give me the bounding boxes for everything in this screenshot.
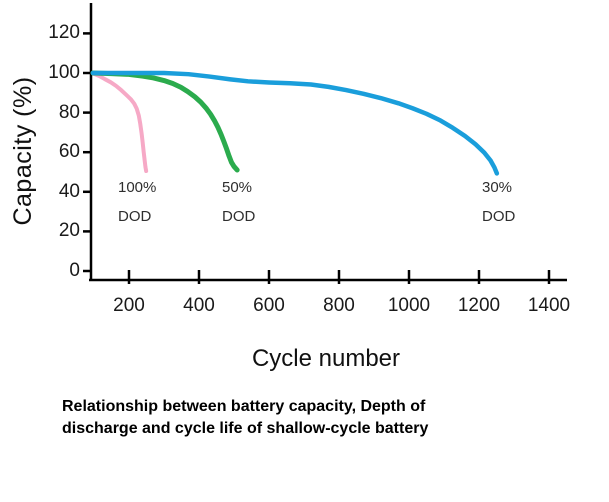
x-tick-label: 1000 [387,295,431,316]
y-tick-label: 20 [58,220,80,242]
curve-100-dod [90,71,149,174]
y-tick-label: 40 [58,180,80,202]
y-tick-label: 60 [58,141,80,163]
x-tick-label: 600 [253,295,285,316]
y-tick-label: 80 [58,101,80,123]
y-tick-label: 100 [48,62,80,83]
curve-30-dod [90,70,500,176]
annotation-line: DOD [482,208,516,225]
x-tick-label: 800 [323,295,355,316]
x-tick-label: 400 [183,295,215,316]
caption-line-1: Relationship between battery capacity, D… [62,398,426,415]
y-tick-label: 120 [48,22,80,44]
annotation-line: 100% [118,179,157,196]
annotation-line: DOD [222,208,256,225]
annotation-line: 50% [222,179,253,196]
x-tick-label: 200 [113,295,145,316]
annotation-line: DOD [118,208,152,225]
x-tick-label: 1400 [527,295,571,316]
y-axis-title: Capacity (%) [9,76,37,226]
annotation-100-dod: 100% DOD [118,180,156,224]
caption-line-2: discharge and cycle life of shallow-cycl… [62,420,429,437]
annotation-line: 30% [482,179,513,196]
curve-50-dod [90,70,240,173]
x-axis-title: Cycle number [251,345,401,372]
annotation-30-dod: 30% DOD [482,180,515,224]
chart-canvas [83,3,567,284]
annotation-50-dod: 50% DOD [222,180,255,224]
y-tick-label: 0 [69,260,80,281]
figure-caption: Relationship between battery capacity, D… [62,396,428,440]
x-tick-label: 1200 [457,295,501,316]
